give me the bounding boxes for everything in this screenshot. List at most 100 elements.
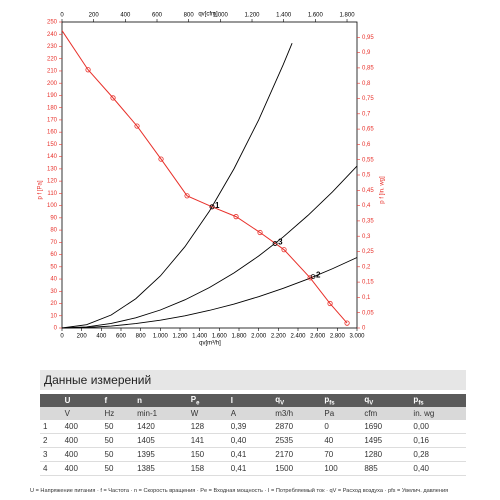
y-axis-title: p f [Pa]	[38, 180, 44, 199]
y2-tick-label: 0,85	[362, 65, 374, 71]
x2-tick-label: 600	[152, 13, 163, 19]
table-cell: 1385	[134, 461, 188, 476]
x2-tick-label: 1.600	[308, 13, 324, 19]
footnote: U = Напряжение питания · f = Частота · n…	[30, 488, 449, 494]
y-tick-label: 100	[47, 203, 58, 209]
table-cell: 2870	[272, 420, 322, 434]
operating-point	[272, 241, 278, 246]
y2-tick-label: 0,95	[362, 35, 374, 41]
table-cell: 2	[40, 433, 62, 448]
table-row: 4 400 50 1385 158 0,41 1500 100 885 0,40	[40, 461, 466, 476]
table-cell: 1395	[134, 447, 188, 462]
y-tick-label: 180	[47, 105, 58, 111]
x2-tick-label: 1.200	[245, 13, 261, 19]
x-tick-label: 2.000	[251, 334, 267, 340]
y-tick-label: 90	[50, 215, 57, 221]
y2-tick-label: 0,05	[362, 310, 374, 316]
header-cell: f	[101, 394, 135, 407]
unit-cell: Pa	[321, 407, 362, 420]
table-cell: 70	[321, 447, 362, 462]
y2-tick-label: 0,5	[362, 173, 371, 179]
header-cell: pfs	[410, 394, 466, 407]
table-cell: 141	[187, 433, 228, 448]
header-text: n	[137, 396, 142, 405]
fan-point	[344, 320, 350, 326]
fan-point	[257, 229, 263, 236]
x-tick-label: 3.000	[349, 334, 365, 340]
system-curve	[61, 43, 293, 329]
header-sub: V	[280, 400, 285, 407]
table-cell: 0,00	[410, 420, 466, 434]
y-tick-label: 60	[50, 252, 57, 258]
table-cell: 1690	[361, 420, 411, 434]
y-tick-label: 250	[47, 20, 58, 26]
table-cell: 400	[61, 433, 102, 448]
fan-curve	[61, 30, 348, 324]
header-cell	[40, 394, 62, 407]
table-row: 2 400 50 1405 141 0,40 2535 40 1495 0,16	[40, 433, 466, 448]
table-cell: 885	[361, 461, 411, 476]
y-tick-label: 170	[47, 117, 58, 123]
y2-tick-label: 0,4	[362, 203, 371, 209]
table-cell: 50	[101, 420, 135, 434]
y2-tick-label: 0,7	[362, 111, 371, 117]
x-tick-label: 0	[60, 334, 64, 340]
header-sub: e	[196, 400, 200, 407]
x-tick-label: 2.800	[330, 334, 346, 340]
plot-frame	[61, 21, 358, 329]
header-sub: V	[369, 400, 374, 407]
header-text: q	[364, 394, 370, 404]
fan-point	[233, 214, 239, 220]
table-cell: 1495	[361, 433, 411, 448]
header-sub: fs	[329, 400, 335, 407]
table-cell: 150	[187, 447, 228, 462]
y-tick-label: 0	[54, 326, 58, 332]
y2-tick-label: 0,2	[362, 264, 371, 270]
y-tick-label: 120	[47, 179, 58, 185]
operating-point	[310, 274, 316, 279]
y-tick-label: 70	[50, 240, 57, 246]
table-cell: 50	[101, 433, 135, 448]
table-title: Данные измерений	[40, 370, 466, 390]
y2-tick-label: 0,45	[362, 188, 374, 194]
y-tick-label: 50	[50, 264, 57, 270]
table-cell: 400	[61, 420, 102, 434]
table-row: 1 400 50 1420 128 0,39 2870 0 1690 0,00	[40, 420, 466, 434]
x-tick-label: 1.200	[172, 334, 188, 340]
table-cell: 100	[321, 461, 362, 476]
header-sub: fs	[418, 400, 424, 407]
unit-cell: A	[227, 407, 273, 420]
y-tick-label: 20	[50, 301, 57, 307]
x2-tick-label: 0	[60, 13, 64, 19]
fan-point	[134, 123, 140, 129]
y-tick-label: 30	[50, 289, 57, 295]
y2-tick-label: 0,55	[362, 157, 374, 163]
y-tick-label: 10	[50, 313, 57, 319]
unit-cell: in. wg	[410, 407, 466, 420]
header-text: p	[413, 394, 419, 404]
y2-tick-label: 0,75	[362, 96, 374, 102]
table-cell: 50	[101, 461, 135, 476]
y2-tick-label: 0,6	[362, 142, 371, 148]
y2-tick-label: 0,1	[362, 295, 371, 301]
table-row: 3 400 50 1395 150 0,41 2170 70 1280 0,28	[40, 447, 466, 462]
table-cell: 0,40	[227, 433, 273, 448]
x2-tick-label: 400	[120, 13, 131, 19]
y2-tick-label: 0,9	[362, 50, 371, 56]
table-cell: 1500	[272, 461, 322, 476]
table-cell: 0	[321, 420, 362, 434]
table-cell: 2170	[272, 447, 322, 462]
x-tick-label: 1.600	[212, 334, 228, 340]
y2-tick-label: 0,3	[362, 234, 371, 240]
y2-axis-title: p f [in. wg]	[380, 176, 386, 204]
unit-cell: min-1	[134, 407, 188, 420]
y-tick-label: 150	[47, 142, 58, 148]
y-tick-label: 40	[50, 277, 57, 283]
y-tick-label: 190	[47, 93, 58, 99]
y2-tick-label: 0,8	[362, 81, 371, 87]
x-tick-label: 2.200	[271, 334, 287, 340]
table-cell: 0,39	[227, 420, 273, 434]
